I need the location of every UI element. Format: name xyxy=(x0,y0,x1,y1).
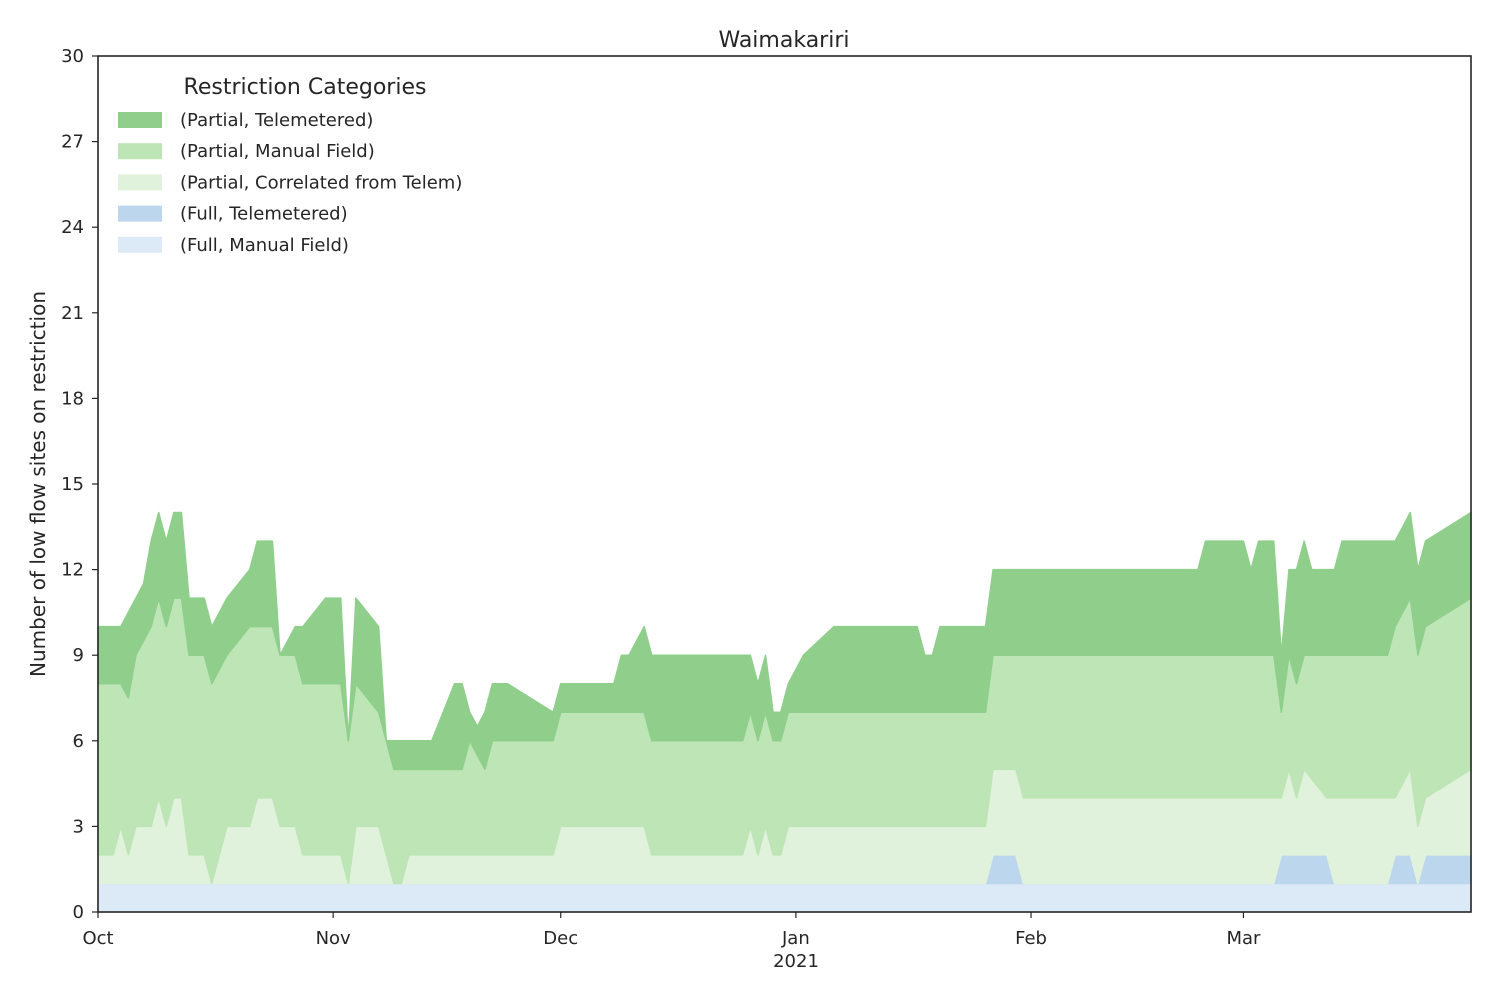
legend-label: (Partial, Manual Field) xyxy=(180,141,375,162)
x-axis-ticks: Oct Nov Dec Jan Feb Mar xyxy=(82,912,1261,949)
x-tick-label: Oct xyxy=(82,928,113,949)
y-tick-label: 27 xyxy=(61,132,84,153)
legend-label: (Partial, Correlated from Telem) xyxy=(180,172,462,193)
y-tick-label: 24 xyxy=(61,217,84,238)
x-tick-label: Dec xyxy=(543,928,578,949)
legend-label: (Full, Manual Field) xyxy=(180,235,349,256)
legend: Restriction Categories (Partial, Telemet… xyxy=(118,75,462,256)
y-axis-label: Number of low flow sites on restriction xyxy=(26,291,50,677)
legend-swatch xyxy=(118,205,162,222)
x-tick-label: Feb xyxy=(1015,928,1047,949)
x-tick-label: Nov xyxy=(316,928,351,949)
y-tick-label: 21 xyxy=(61,303,84,324)
y-tick-label: 12 xyxy=(61,560,84,581)
legend-swatch xyxy=(118,236,162,253)
legend-swatch xyxy=(118,174,162,191)
y-axis-ticks: 0 3 6 9 12 15 18 21 24 27 30 xyxy=(61,46,98,923)
y-tick-label: 30 xyxy=(61,46,84,67)
area-series-0 xyxy=(97,882,1472,913)
y-tick-label: 6 xyxy=(73,731,84,752)
plot-frame xyxy=(97,55,1472,913)
legend-swatch xyxy=(118,143,162,160)
y-tick-label: 0 xyxy=(73,902,84,923)
legend-title: Restriction Categories xyxy=(184,75,427,100)
x-tick-label: Mar xyxy=(1226,928,1261,949)
legend-label: (Partial, Telemetered) xyxy=(180,110,373,131)
x-tick-label: Jan xyxy=(781,928,810,949)
y-tick-label: 15 xyxy=(61,474,84,495)
chart-title: Waimakariri xyxy=(718,28,849,53)
y-tick-label: 9 xyxy=(73,645,84,666)
y-tick-label: 3 xyxy=(73,816,84,837)
legend-swatch xyxy=(118,112,162,128)
x-year-label: 2021 xyxy=(773,951,819,972)
legend-label: (Full, Telemetered) xyxy=(180,204,348,225)
plot-areas xyxy=(97,511,1472,913)
y-tick-label: 18 xyxy=(61,388,84,409)
